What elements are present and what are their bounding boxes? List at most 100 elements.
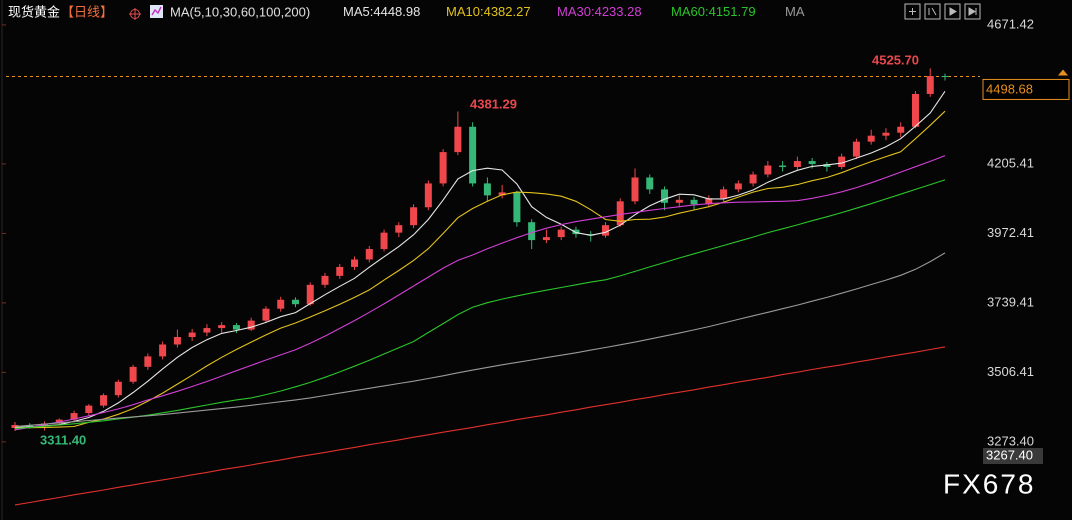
plot-area bbox=[2, 24, 980, 506]
candle-body bbox=[572, 229, 580, 235]
legend-entry: MA5:4448.98 bbox=[343, 4, 420, 19]
candle-body bbox=[321, 275, 329, 285]
candle-body bbox=[424, 183, 432, 208]
candle-body bbox=[114, 381, 122, 396]
ma-line bbox=[14, 110, 946, 429]
candle-body bbox=[173, 337, 181, 345]
candle-body bbox=[779, 165, 787, 168]
candle-body bbox=[247, 320, 255, 330]
toolbar-button[interactable] bbox=[924, 3, 941, 20]
ma-line bbox=[14, 179, 946, 430]
candle-body bbox=[749, 174, 757, 184]
indicator-icon[interactable] bbox=[150, 5, 163, 18]
candle-body bbox=[365, 249, 373, 260]
candle-body bbox=[616, 201, 624, 226]
candle-body bbox=[705, 198, 713, 205]
annotation: 3311.40 bbox=[40, 432, 86, 447]
candle-body bbox=[867, 135, 875, 142]
legend-entry: MA30:4233.28 bbox=[557, 4, 642, 19]
y-tick-label: 3506.41 bbox=[987, 364, 1034, 379]
watermark: FX678 bbox=[943, 468, 1036, 499]
legend-separator: : bbox=[591, 4, 595, 19]
candle-body bbox=[439, 152, 447, 184]
candle-body bbox=[646, 177, 654, 190]
y-tick-label: 3273.40 bbox=[987, 433, 1034, 448]
candle-body bbox=[941, 76, 949, 78]
y-tick-label: 4205.41 bbox=[987, 155, 1034, 170]
annotation: 4525.70 bbox=[872, 52, 919, 67]
candle-body bbox=[203, 328, 211, 333]
candle-body bbox=[852, 141, 860, 157]
candle-body bbox=[159, 344, 167, 357]
legend-entry: MA60:4151.79 bbox=[671, 4, 756, 19]
indicator-label: MA(5,10,30,60,100,200) bbox=[170, 4, 310, 19]
candle-body bbox=[85, 405, 93, 414]
period-label: 【日线】 bbox=[61, 4, 113, 19]
candle-body bbox=[808, 161, 816, 165]
price-arrow bbox=[1058, 69, 1068, 76]
legend-name: MA10 bbox=[446, 4, 480, 19]
legend-name: MA30 bbox=[557, 4, 591, 19]
candle-body bbox=[764, 165, 772, 175]
ma-line bbox=[14, 346, 946, 506]
candle-body bbox=[100, 395, 108, 406]
candle-body bbox=[483, 183, 491, 196]
toolbar-button[interactable] bbox=[964, 3, 981, 20]
y-tick-label: 4671.42 bbox=[987, 16, 1034, 31]
legend-value: 4233.28 bbox=[595, 4, 642, 19]
ma-line bbox=[14, 155, 946, 431]
candle-body bbox=[720, 189, 728, 199]
candle-body bbox=[542, 237, 550, 241]
candle-body bbox=[469, 126, 477, 184]
ma-line bbox=[14, 252, 946, 428]
legend-value: 4382.27 bbox=[484, 4, 531, 19]
candle-body bbox=[232, 325, 240, 330]
candle-body bbox=[129, 366, 137, 382]
candle-body bbox=[188, 332, 196, 338]
candle-body bbox=[70, 413, 78, 420]
toolbar-button[interactable] bbox=[904, 3, 921, 20]
candle-body bbox=[218, 325, 226, 329]
candle-body bbox=[838, 156, 846, 168]
toolbar bbox=[904, 3, 981, 20]
legend-separator: : bbox=[480, 4, 484, 19]
last-price-label: 4498.68 bbox=[986, 81, 1033, 96]
candle-body bbox=[528, 222, 536, 241]
axis-marker-box bbox=[983, 448, 1043, 464]
candle-body bbox=[926, 76, 934, 94]
legend-value: 4448.98 bbox=[373, 4, 420, 19]
ma-line bbox=[14, 90, 946, 428]
candle-body bbox=[513, 192, 521, 223]
candle-body bbox=[690, 199, 698, 205]
candle-body bbox=[277, 299, 285, 309]
toolbar-button[interactable] bbox=[944, 3, 961, 20]
annotation: 4381.29 bbox=[470, 96, 517, 111]
axis-marker: 3267.40 bbox=[986, 447, 1033, 462]
candle-body bbox=[262, 308, 270, 321]
legend-entry: MA bbox=[785, 4, 805, 19]
candle-body bbox=[380, 232, 388, 250]
last-price-box bbox=[982, 78, 1070, 100]
legend-name: MA bbox=[785, 4, 805, 19]
legend-name: MA60 bbox=[671, 4, 705, 19]
legend-separator: : bbox=[370, 4, 374, 19]
legend-separator: : bbox=[705, 4, 709, 19]
candle-body bbox=[454, 126, 462, 153]
y-tick-label: 3739.41 bbox=[987, 294, 1034, 309]
candle-body bbox=[734, 183, 742, 190]
candle-body bbox=[911, 93, 919, 127]
legend-name: MA5 bbox=[343, 4, 370, 19]
candle-body bbox=[675, 199, 683, 203]
candle-body bbox=[631, 177, 639, 202]
candle-body bbox=[557, 229, 565, 238]
candle-body bbox=[306, 284, 314, 305]
chart-title: 现货黄金 bbox=[8, 4, 60, 19]
candle-body bbox=[661, 189, 669, 203]
crosshair-icon[interactable] bbox=[129, 8, 141, 20]
candle-body bbox=[897, 126, 905, 133]
candle-body bbox=[395, 225, 403, 233]
legend-entry: MA10:4382.27 bbox=[446, 4, 531, 19]
